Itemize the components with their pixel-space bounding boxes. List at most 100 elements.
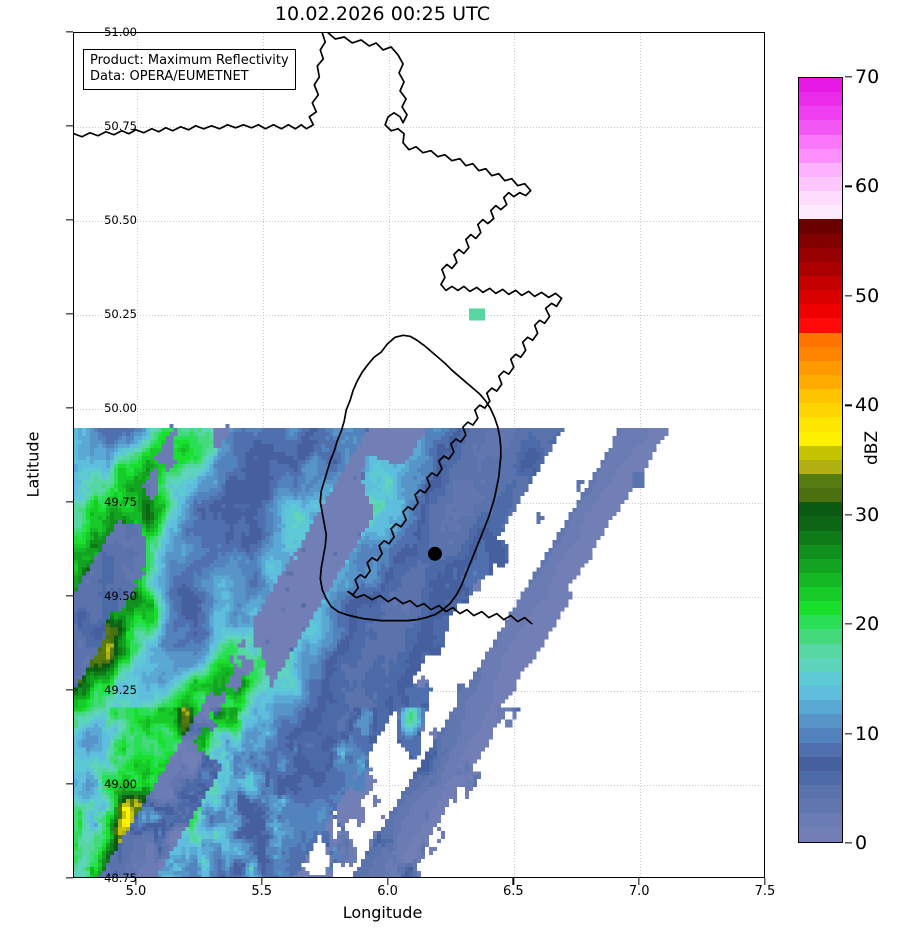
x-tick-label: 7.5	[754, 884, 776, 899]
colorbar-band	[799, 686, 842, 701]
colorbar-band	[799, 770, 842, 786]
y-tick-label: 49.75	[104, 495, 137, 509]
y-tick-mark	[66, 313, 73, 315]
colorbar-band	[799, 176, 842, 192]
colorbar-band	[799, 473, 842, 489]
radar-site-marker	[427, 546, 442, 561]
colorbar-tick-label: 60	[855, 175, 880, 198]
x-tick-mark	[764, 878, 766, 885]
y-tick-mark	[66, 783, 73, 785]
colorbar-band	[799, 219, 842, 234]
colorbar-band	[799, 572, 842, 588]
x-tick-label: 6.0	[377, 884, 398, 899]
y-tick-mark	[66, 125, 73, 127]
x-tick-mark	[135, 878, 137, 885]
colorbar-tick-mark	[845, 185, 852, 188]
colorbar-band	[799, 544, 842, 559]
colorbar-band	[799, 374, 842, 390]
y-tick-label: 48.75	[104, 871, 137, 885]
colorbar-band	[799, 290, 842, 305]
colorbar-band	[799, 657, 842, 672]
colorbar-band	[799, 827, 842, 842]
colorbar-tick-mark	[845, 623, 852, 625]
colorbar-band	[799, 671, 842, 687]
colorbar-band	[799, 275, 842, 291]
colorbar-band	[799, 756, 842, 771]
y-tick-label: 49.00	[104, 777, 137, 791]
reflectivity-field	[74, 308, 669, 877]
colorbar-band	[799, 785, 842, 800]
page-title: 10.02.2026 00:25 UTC	[274, 3, 491, 25]
colorbar-band	[799, 615, 842, 630]
colorbar-tick-mark	[845, 76, 852, 78]
colorbar-band	[799, 742, 842, 757]
colorbar-band	[799, 247, 842, 262]
colorbar-band	[799, 332, 842, 347]
radar-plot-area: Product: Maximum Reflectivity Data: OPER…	[73, 32, 765, 878]
y-tick-mark	[66, 595, 73, 597]
colorbar-band	[799, 643, 842, 658]
colorbar-band	[799, 162, 842, 177]
info-box: Product: Maximum Reflectivity Data: OPER…	[83, 49, 296, 90]
colorbar-tick-mark	[845, 842, 852, 844]
colorbar-band	[799, 205, 842, 220]
x-tick-label: 7.0	[628, 884, 650, 899]
y-tick-label: 51.00	[104, 25, 137, 39]
colorbar-band	[799, 459, 842, 474]
y-tick-mark	[66, 31, 73, 33]
colorbar-tick-mark	[845, 404, 852, 406]
colorbar	[798, 77, 843, 843]
colorbar-tick-label: 30	[855, 503, 880, 526]
colorbar-band	[799, 106, 842, 121]
colorbar-title: dBZ	[862, 430, 882, 465]
colorbar-band	[799, 360, 842, 375]
y-tick-label: 49.25	[104, 683, 137, 697]
y-tick-mark	[66, 501, 73, 503]
colorbar-band	[799, 530, 842, 545]
colorbar-band	[799, 728, 842, 743]
colorbar-band	[799, 417, 842, 432]
colorbar-band	[799, 799, 842, 814]
y-tick-mark	[66, 219, 73, 221]
colorbar-tick-label: 20	[855, 613, 880, 636]
y-tick-label: 50.75	[104, 119, 137, 133]
colorbar-band	[799, 629, 842, 644]
country-borders	[74, 33, 563, 625]
colorbar-tick-label: 40	[855, 394, 880, 417]
colorbar-band	[799, 587, 842, 602]
colorbar-band	[799, 134, 842, 149]
colorbar-band	[799, 304, 842, 319]
grid-line-horizontal	[74, 127, 764, 128]
colorbar-band	[799, 431, 842, 446]
x-tick-mark	[386, 878, 389, 885]
colorbar-band	[799, 191, 842, 206]
colorbar-tick-mark	[845, 732, 852, 735]
y-tick-mark	[66, 689, 73, 691]
colorbar-band	[799, 403, 842, 418]
grid-line-horizontal	[74, 315, 764, 316]
colorbar-band	[799, 318, 842, 333]
y-tick-label: 50.50	[104, 213, 137, 227]
colorbar-tick-label: 0	[855, 832, 868, 854]
colorbar-band	[799, 445, 842, 460]
y-tick-mark	[66, 877, 73, 879]
colorbar-band	[799, 813, 842, 828]
x-tick-label: 6.5	[503, 884, 524, 899]
grid-line-horizontal	[74, 221, 764, 222]
colorbar-band	[799, 516, 842, 531]
x-tick-label: 5.0	[125, 884, 147, 899]
y-tick-label: 50.00	[104, 401, 137, 415]
y-axis-label: Latitude	[23, 431, 43, 498]
x-tick-mark	[638, 878, 640, 885]
x-tick-label: 5.5	[251, 884, 273, 899]
colorbar-band	[799, 92, 842, 107]
colorbar-band	[799, 148, 842, 163]
colorbar-band	[799, 601, 842, 616]
y-tick-label: 49.50	[104, 589, 137, 603]
info-product-line: Product: Maximum Reflectivity	[90, 53, 289, 68]
colorbar-tick-mark	[845, 514, 852, 516]
colorbar-band	[799, 389, 842, 404]
colorbar-tick-label: 70	[855, 66, 880, 88]
x-axis-label: Longitude	[342, 903, 423, 922]
colorbar-band	[799, 558, 842, 573]
